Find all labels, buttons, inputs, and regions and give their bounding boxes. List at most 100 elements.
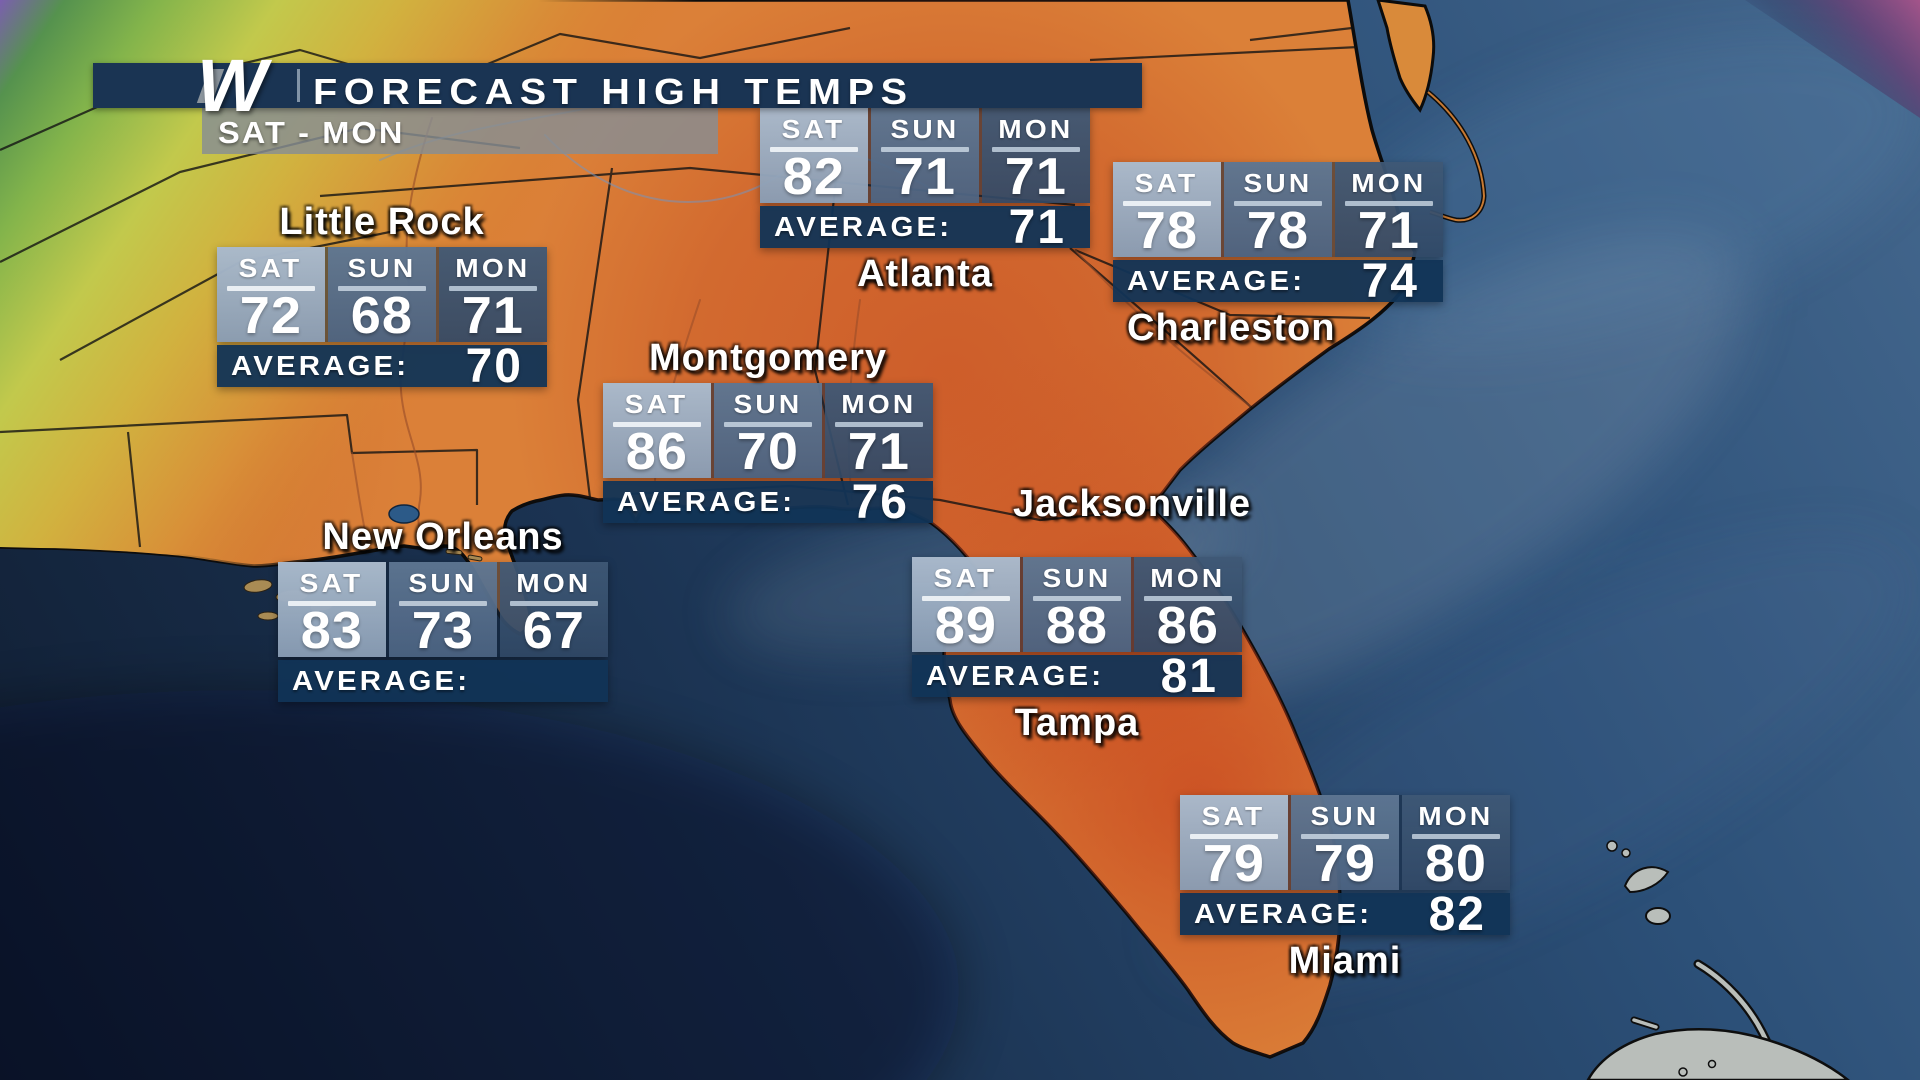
cuba <box>1586 1027 1851 1080</box>
city-label: Miami <box>1288 940 1402 982</box>
temp-table: SAT 83 SUN 73 MON 67 <box>278 562 608 657</box>
day-header: SAT <box>782 114 846 144</box>
day-header: MON <box>1150 563 1226 593</box>
day-column-sun: SUN 79 <box>1291 795 1399 890</box>
day-header: SUN <box>1243 168 1313 198</box>
wn-logo-icon: W <box>197 44 267 127</box>
day-underline <box>612 422 702 427</box>
day-underline <box>1344 201 1434 206</box>
day-underline <box>1300 834 1390 839</box>
day-underline <box>1122 201 1212 206</box>
day-column-sun: SUN 73 <box>389 562 497 657</box>
day-column-sun: SUN 71 <box>871 108 979 203</box>
temp-value: 70 <box>736 423 800 481</box>
average-row: AVERAGE: 70 <box>217 340 547 393</box>
land-delmarva <box>1376 0 1436 113</box>
city-label: New Orleans <box>322 516 564 558</box>
temp-value: 78 <box>1135 202 1199 260</box>
day-header: SAT <box>239 253 303 283</box>
day-underline <box>880 147 970 152</box>
day-header: SAT <box>625 389 689 419</box>
forecast-card-charleston: SAT 78 SUN 78 MON 71 AVERAGE: 74 Charles… <box>1113 162 1443 349</box>
temp-value: 73 <box>411 602 475 660</box>
average-label: AVERAGE: <box>1127 265 1306 296</box>
day-underline <box>1233 201 1323 206</box>
average-row: AVERAGE: 71 <box>760 201 1090 254</box>
temp-table: SAT 82 SUN 71 MON 71 <box>760 108 1090 203</box>
average-value: 81 <box>1160 649 1218 703</box>
city-label: Charleston <box>1127 307 1336 349</box>
temp-value: 68 <box>350 287 414 345</box>
temp-value: 89 <box>934 597 998 655</box>
forecast-card-little-rock: Little Rock SAT 72 SUN 68 MON 71 AVERAGE… <box>217 201 547 393</box>
day-column-mon: MON 71 <box>982 108 1090 203</box>
temp-value: 79 <box>1313 835 1377 893</box>
day-header: SUN <box>890 114 960 144</box>
average-label: AVERAGE: <box>1194 898 1373 929</box>
day-column-sun: SUN 78 <box>1224 162 1332 257</box>
temp-table: SAT 86 SUN 70 MON 71 <box>603 383 933 478</box>
day-column-sun: SUN 70 <box>714 383 822 478</box>
day-underline <box>769 147 859 152</box>
average-row: AVERAGE: 82 <box>1180 888 1510 941</box>
day-header: MON <box>998 114 1074 144</box>
average-value: 71 <box>1008 200 1066 254</box>
city-label: Atlanta <box>857 253 993 295</box>
subtitle-bar: SAT - MON <box>202 108 718 154</box>
average-row: AVERAGE: 81 <box>912 650 1242 703</box>
day-column-sat: SAT 79 <box>1180 795 1288 890</box>
temp-value: 78 <box>1246 202 1310 260</box>
average-value: 74 <box>1361 254 1419 308</box>
temp-table: SAT 79 SUN 79 MON 80 <box>1180 795 1510 890</box>
day-underline <box>398 601 488 606</box>
average-value: 70 <box>465 339 523 393</box>
day-header: SUN <box>1310 801 1380 831</box>
logo-separator <box>297 69 300 102</box>
forecast-card-new-orleans: New Orleans SAT 83 SUN 73 MON 67 AVERAGE… <box>278 516 608 702</box>
day-header: SUN <box>347 253 417 283</box>
average-label: AVERAGE: <box>231 350 410 381</box>
temp-value: 80 <box>1424 835 1488 893</box>
day-underline <box>337 286 427 291</box>
header-bar: W FORECAST HIGH TEMPS <box>93 49 1142 123</box>
temp-table: SAT 72 SUN 68 MON 71 <box>217 247 547 342</box>
page-title: FORECAST HIGH TEMPS <box>313 71 914 112</box>
day-column-mon: MON 71 <box>439 247 547 342</box>
temp-value: 83 <box>300 602 364 660</box>
temp-value: 71 <box>1357 202 1421 260</box>
temp-value: 88 <box>1045 597 1109 655</box>
temp-table: SAT 78 SUN 78 MON 71 <box>1113 162 1443 257</box>
day-underline <box>1143 596 1233 601</box>
forecast-card-tampa: SAT 89 SUN 88 MON 86 AVERAGE: 81 Tampa <box>912 557 1242 744</box>
temp-value: 67 <box>522 602 586 660</box>
temp-value: 86 <box>1156 597 1220 655</box>
temp-value: 71 <box>461 287 525 345</box>
day-column-mon: MON 71 <box>825 383 933 478</box>
day-underline <box>1032 596 1122 601</box>
average-value: 82 <box>1428 887 1486 941</box>
day-header: SUN <box>733 389 803 419</box>
day-column-sun: SUN 88 <box>1023 557 1131 652</box>
day-header: SAT <box>1135 168 1199 198</box>
day-column-mon: MON 86 <box>1134 557 1242 652</box>
average-row: AVERAGE: <box>278 660 608 702</box>
horizon-glow <box>1745 0 1920 118</box>
temp-value: 71 <box>1004 148 1068 206</box>
day-underline <box>448 286 538 291</box>
day-header: SAT <box>1202 801 1266 831</box>
day-underline <box>991 147 1081 152</box>
day-header: MON <box>455 253 531 283</box>
average-label: AVERAGE: <box>774 211 953 242</box>
temp-value: 79 <box>1202 835 1266 893</box>
average-row: AVERAGE: 76 <box>603 476 933 529</box>
forecast-card-miami: SAT 79 SUN 79 MON 80 AVERAGE: 82 Miami <box>1180 795 1510 982</box>
day-column-sat: SAT 83 <box>278 562 386 657</box>
average-value: 76 <box>851 475 909 529</box>
day-underline <box>723 422 813 427</box>
day-header: MON <box>1351 168 1427 198</box>
average-label: AVERAGE: <box>617 486 796 517</box>
map-label-jacksonville: Jacksonville <box>1013 483 1252 525</box>
day-column-mon: MON 67 <box>500 562 608 657</box>
temp-value: 71 <box>847 423 911 481</box>
